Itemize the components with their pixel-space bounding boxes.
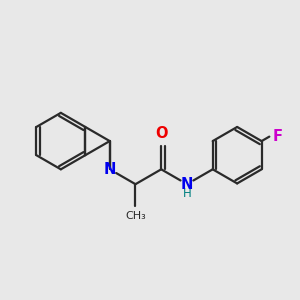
Text: N: N [103, 162, 116, 177]
Text: CH₃: CH₃ [125, 211, 146, 221]
Text: N: N [181, 177, 193, 192]
Text: O: O [155, 126, 167, 141]
Text: F: F [272, 129, 282, 144]
Text: H: H [183, 187, 191, 200]
